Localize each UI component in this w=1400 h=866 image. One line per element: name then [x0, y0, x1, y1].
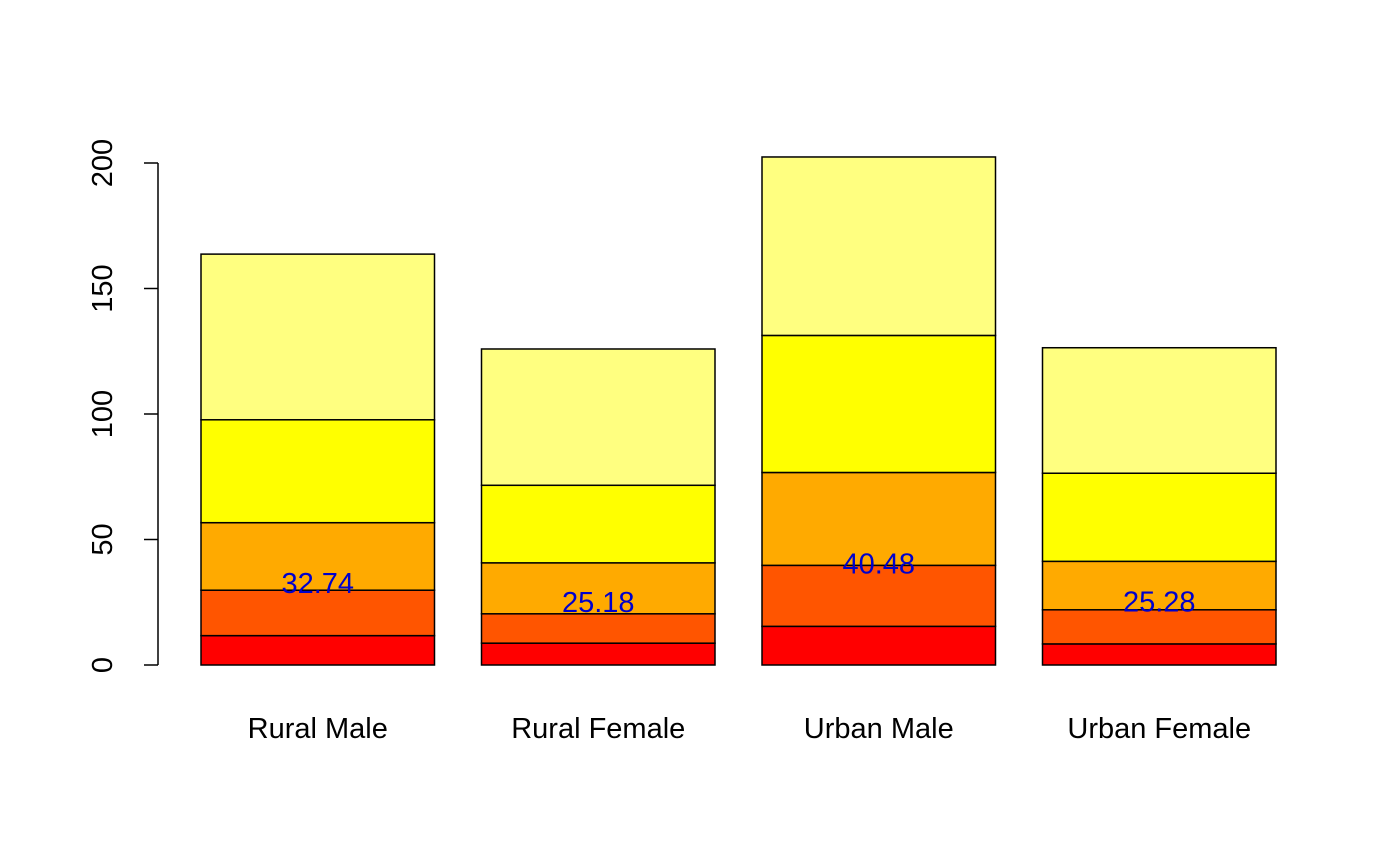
bar-segment-1-1 — [200, 634, 436, 666]
bar-segment-3-3 — [761, 471, 997, 567]
bar-segment-3-4 — [761, 334, 997, 474]
data-label-1: 32.74 — [281, 568, 354, 600]
y-tick-label-50: 50 — [87, 523, 119, 555]
data-label-4: 25.28 — [1123, 587, 1196, 619]
bars — [200, 156, 1277, 666]
y-tick-label-100: 100 — [87, 390, 119, 438]
bar-segment-1-4 — [200, 419, 436, 524]
bar-segment-4-4 — [1041, 472, 1277, 563]
category-labels: Rural Male Rural Female Urban Male Urban Fe… — [248, 713, 1251, 745]
bar-segment-4-3 — [1041, 560, 1277, 611]
bar-segment-4-2 — [1041, 609, 1277, 645]
data-labels: 32.74 25.18 40.48 25.28 — [281, 548, 1195, 618]
data-label-2: 25.18 — [562, 587, 635, 619]
bar-segment-2-5 — [480, 348, 716, 487]
bar-segment-2-2 — [480, 613, 716, 644]
y-tick-label-0: 0 — [87, 657, 119, 673]
y-axis: 0 50 100 150 200 — [87, 139, 159, 673]
y-tick-label-200: 200 — [87, 139, 119, 187]
bar-segment-4-1 — [1041, 643, 1277, 666]
bar-segment-2-4 — [480, 484, 716, 564]
bar-segment-3-2 — [761, 564, 997, 628]
bar-segment-1-2 — [200, 589, 436, 637]
data-label-3: 40.48 — [842, 548, 915, 580]
category-label-1: Rural Male — [248, 713, 388, 745]
category-label-3: Urban Male — [804, 713, 954, 745]
bar-segment-3-5 — [761, 156, 997, 337]
y-tick-label-150: 150 — [87, 264, 119, 312]
bar-segment-1-5 — [200, 253, 436, 421]
bar-segment-2-1 — [480, 642, 716, 666]
bar-segment-4-5 — [1041, 346, 1277, 474]
bar-segment-3-1 — [761, 625, 997, 666]
bar-segment-1-3 — [200, 521, 436, 591]
category-label-2: Rural Female — [511, 713, 685, 745]
category-label-4: Urban Female — [1067, 713, 1251, 745]
